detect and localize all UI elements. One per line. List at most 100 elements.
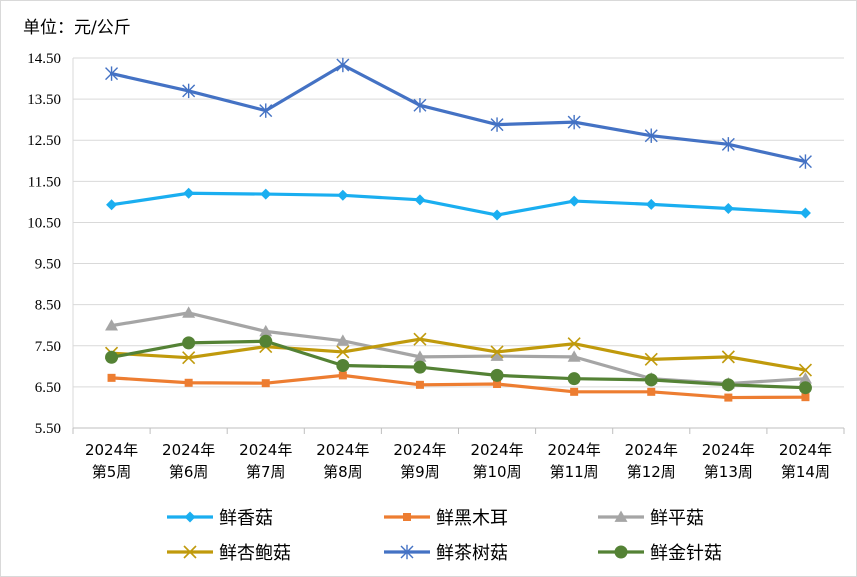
legend-label: 鲜金针菇 xyxy=(650,543,722,564)
data-point xyxy=(644,352,658,366)
legend-entry: 鲜香菇 xyxy=(167,508,273,529)
data-point xyxy=(798,372,812,384)
data-point xyxy=(182,336,196,350)
data-point xyxy=(798,381,812,395)
y-tick-label: 7.50 xyxy=(35,339,61,355)
data-point xyxy=(798,154,812,169)
asterisk-marker xyxy=(400,544,414,560)
data-point xyxy=(259,103,273,118)
x-tick-label: 第10周 xyxy=(473,463,522,481)
series-line xyxy=(109,63,808,164)
data-point xyxy=(336,334,350,346)
y-tick-label: 9.50 xyxy=(35,257,61,273)
data-point xyxy=(721,378,735,392)
x-tick-label: 第11周 xyxy=(550,463,599,481)
data-point xyxy=(490,349,504,361)
gridlines xyxy=(73,57,844,388)
legend-label: 鲜黑木耳 xyxy=(436,508,508,529)
data-point xyxy=(182,351,196,365)
data-point xyxy=(645,198,657,210)
legend-entry: 鲜杏鲍菇 xyxy=(167,543,291,564)
data-point xyxy=(644,128,658,143)
data-point xyxy=(490,345,504,359)
data-point xyxy=(413,98,427,113)
data-point xyxy=(491,209,503,221)
legend-label: 鲜平菇 xyxy=(650,508,704,529)
x-tick-label: 2024年 xyxy=(470,441,523,459)
data-point xyxy=(106,199,118,211)
legend-label: 鲜杏鲍菇 xyxy=(219,543,291,564)
data-point xyxy=(415,380,424,389)
x-tick-label: 第9周 xyxy=(400,463,440,481)
data-point xyxy=(336,345,350,359)
x-tick-label: 第14周 xyxy=(781,463,830,481)
x-tick-label: 2024年 xyxy=(548,441,601,459)
y-tick-label: 5.50 xyxy=(35,421,61,437)
data-point xyxy=(567,350,581,362)
data-point xyxy=(490,368,504,382)
x-tick-label: 2024年 xyxy=(393,441,446,459)
data-point xyxy=(105,66,119,81)
series-line xyxy=(109,373,808,400)
data-point xyxy=(721,350,735,364)
data-point xyxy=(413,360,427,374)
x-tick-label: 第5周 xyxy=(92,463,132,481)
series-4 xyxy=(104,332,813,377)
legend-entry: 鲜茶树菇 xyxy=(384,543,508,564)
axes xyxy=(72,58,845,434)
y-tick-label: 14.50 xyxy=(27,51,61,67)
series-line xyxy=(109,339,808,390)
legend-label: 鲜香菇 xyxy=(219,508,273,529)
x-tick-label: 2024年 xyxy=(779,441,832,459)
x-tick-label: 第12周 xyxy=(627,463,676,481)
y-axis-ticks: 5.50 6.50 7.50 8.50 9.50 10.50 11.50 12.50 13.50… xyxy=(27,51,61,437)
data-point xyxy=(567,114,581,130)
x-tick-label: 第13周 xyxy=(704,463,753,481)
data-point xyxy=(105,319,119,331)
series-line xyxy=(109,337,808,372)
series-3 xyxy=(105,306,812,389)
x-marker xyxy=(183,545,197,559)
series-6 xyxy=(105,334,812,395)
x-tick-label: 2024年 xyxy=(162,441,215,459)
unit-label: 单位：元/公斤 xyxy=(23,18,131,38)
data-point xyxy=(722,202,734,214)
data-point xyxy=(183,187,195,199)
legend-entry: 鲜黑木耳 xyxy=(384,508,508,529)
y-tick-label: 12.50 xyxy=(27,133,61,149)
x-tick-label: 2024年 xyxy=(625,441,678,459)
series-1 xyxy=(106,187,811,221)
data-point xyxy=(184,378,193,387)
legend-entry: 鲜金针菇 xyxy=(598,543,722,564)
data-point xyxy=(336,57,350,73)
x-tick-label: 2024年 xyxy=(85,441,138,459)
series-line xyxy=(109,311,808,386)
data-point xyxy=(721,137,735,152)
data-point xyxy=(570,387,579,396)
circle-marker xyxy=(614,545,628,559)
y-tick-label: 6.50 xyxy=(35,380,61,396)
data-point xyxy=(259,324,273,337)
data-point xyxy=(414,194,426,206)
data-point xyxy=(568,195,580,207)
data-point xyxy=(182,306,196,318)
data-point xyxy=(260,188,272,200)
data-point xyxy=(338,371,347,380)
data-point xyxy=(493,380,502,389)
series-5 xyxy=(105,57,812,169)
data-point xyxy=(337,189,349,201)
data-point xyxy=(413,332,427,346)
y-tick-label: 8.50 xyxy=(35,298,61,314)
x-tick-label: 第7周 xyxy=(246,463,286,481)
y-tick-label: 11.50 xyxy=(28,174,61,190)
data-point xyxy=(336,359,350,373)
data-point xyxy=(182,83,196,99)
series-group xyxy=(104,57,813,402)
x-tick-label: 第8周 xyxy=(323,463,363,481)
data-point xyxy=(644,373,658,387)
series-2 xyxy=(107,371,810,402)
x-tick-label: 2024年 xyxy=(702,441,755,459)
data-point xyxy=(567,372,581,386)
